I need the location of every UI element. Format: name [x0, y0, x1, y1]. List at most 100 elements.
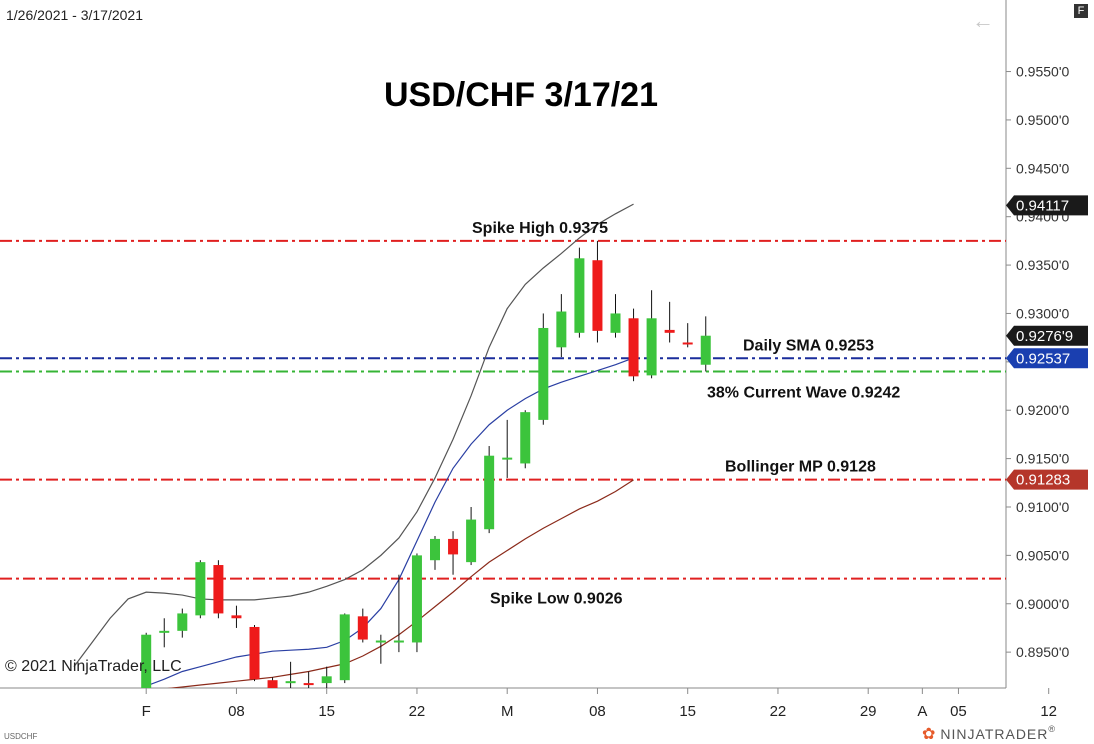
candle	[538, 313, 549, 425]
y-tick-label: 0.9000'0	[1016, 596, 1069, 612]
brand-name: NINJATRADER	[940, 726, 1049, 742]
candle	[502, 419, 513, 478]
candle-body	[592, 260, 603, 331]
candle-body	[682, 342, 693, 345]
x-tick-label: 29	[860, 703, 877, 720]
candle	[484, 446, 495, 534]
x-tick-label: 05	[950, 703, 967, 720]
candle	[159, 618, 170, 648]
y-tick-label: 0.8950'0	[1016, 644, 1069, 660]
candle	[303, 671, 314, 688]
candle	[393, 574, 404, 653]
candle-body	[357, 616, 368, 640]
candle	[448, 531, 459, 575]
y-tick-label: 0.9350'0	[1016, 257, 1069, 273]
candle-body	[556, 311, 567, 348]
candle	[249, 625, 260, 682]
symbol-label: USDCHF	[4, 732, 38, 741]
candle-body	[430, 538, 440, 561]
candle	[213, 560, 224, 619]
candle	[430, 536, 440, 570]
y-tick-label: 0.9500'0	[1016, 112, 1069, 128]
candle-body	[375, 640, 386, 643]
candle	[628, 308, 639, 382]
arrow-left-icon[interactable]: ←	[972, 8, 994, 33]
level-label-spike-high: Spike High 0.9375	[472, 220, 608, 237]
candle-body	[159, 630, 170, 633]
candle	[700, 316, 711, 372]
chart-title: USD/CHF 3/17/21	[384, 76, 658, 114]
price-tag-bg	[1006, 325, 1088, 346]
x-tick-label: 08	[589, 703, 606, 720]
candle	[141, 632, 152, 688]
candle-body	[321, 676, 332, 684]
candle	[267, 677, 278, 688]
candle-body	[700, 335, 711, 365]
x-tick-label: A	[917, 703, 927, 720]
candle-body	[448, 538, 459, 555]
candle	[339, 613, 350, 684]
candle-body	[520, 412, 531, 464]
candle	[682, 323, 693, 348]
candle	[520, 410, 531, 469]
candle-body	[574, 258, 585, 333]
brand-trademark: ®	[1048, 724, 1057, 734]
price-tag-label: 0.91283	[1016, 472, 1070, 489]
price-tag-label: 0.9276'9	[1016, 328, 1073, 345]
candle	[411, 553, 422, 653]
price-tag-label: 0.92537	[1016, 350, 1070, 367]
candle	[592, 240, 603, 343]
candle-body	[628, 318, 639, 377]
x-tick-label: 08	[228, 703, 245, 720]
ninjatrader-logo-icon: ✿	[922, 726, 937, 743]
candle-body	[502, 457, 513, 460]
date-range-label: 1/26/2021 - 3/17/2021	[6, 7, 144, 23]
candle-body	[177, 613, 188, 631]
candle	[664, 301, 675, 343]
candle	[556, 294, 567, 357]
y-tick-label: 0.9200'0	[1016, 402, 1069, 418]
candle-body	[249, 626, 260, 680]
x-tick-label: 12	[1040, 703, 1057, 720]
level-label-retracement-38: 38% Current Wave 0.9242	[707, 385, 900, 402]
candle	[285, 661, 296, 688]
panel-toggle-button[interactable]: F	[1074, 4, 1088, 18]
y-tick-label: 0.9150'0	[1016, 451, 1069, 467]
price-tag-label: 0.94117	[1016, 197, 1069, 214]
price-tag: 0.94117	[1006, 195, 1088, 216]
candle-body	[285, 681, 296, 684]
candle-body	[538, 327, 549, 420]
x-tick-label: M	[501, 703, 514, 720]
candle	[357, 608, 368, 643]
candle-body	[646, 318, 657, 376]
candle-body	[610, 313, 621, 333]
price-tag-bg	[1006, 195, 1088, 216]
candle-body	[303, 683, 314, 686]
x-tick-label: 15	[318, 703, 335, 720]
candle-body	[339, 614, 350, 681]
y-tick-label: 0.9450'0	[1016, 160, 1069, 176]
bollinger-middle-band	[167, 479, 634, 688]
candle	[321, 666, 332, 688]
x-tick-label: 22	[409, 703, 426, 720]
candle	[195, 560, 206, 619]
candle-body	[664, 329, 675, 333]
plot-area	[0, 203, 1006, 688]
candle-body	[484, 455, 495, 530]
candle	[466, 506, 477, 566]
ninjatrader-logo: ✿ NINJATRADER®	[922, 724, 1056, 744]
y-tick-label: 0.9100'0	[1016, 499, 1069, 515]
candle-body	[411, 555, 422, 643]
candle-body	[393, 640, 404, 643]
x-tick-label: 15	[679, 703, 696, 720]
y-tick-label: 0.9550'0	[1016, 64, 1069, 80]
candle-body	[213, 565, 224, 614]
level-label-spike-low: Spike Low 0.9026	[490, 591, 623, 608]
y-tick-label: 0.9300'0	[1016, 305, 1069, 321]
price-tag: 0.9276'9	[1006, 325, 1088, 346]
candle-body	[141, 634, 152, 688]
candle	[231, 605, 242, 628]
candle-body	[267, 680, 278, 688]
x-tick-label: F	[142, 703, 151, 720]
